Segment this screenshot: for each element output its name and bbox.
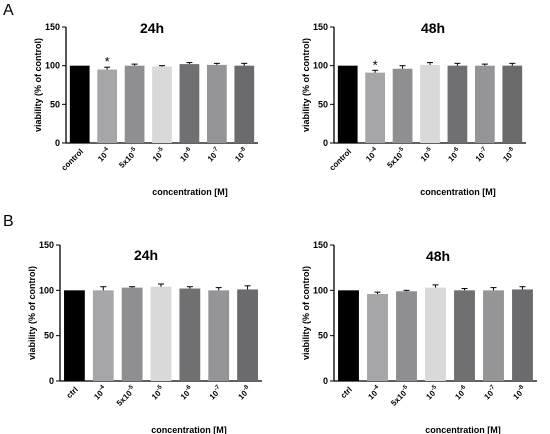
y-tick-label: 150 bbox=[39, 240, 54, 250]
category-label: 10-5 bbox=[150, 146, 168, 164]
y-tick-label: 50 bbox=[318, 99, 328, 109]
category-label: 10-7 bbox=[473, 146, 491, 164]
category-label: 10-8 bbox=[501, 146, 519, 164]
category-label: 10-6 bbox=[178, 384, 196, 402]
bar bbox=[338, 290, 359, 381]
chart-2: 0 50 100 150 48h viability (% of control) cont… bbox=[301, 20, 526, 197]
bar bbox=[396, 291, 417, 381]
y-axis-label: viability (% of control) bbox=[301, 38, 311, 132]
x-axis-label: concentration [M] bbox=[420, 187, 496, 197]
bar bbox=[392, 68, 413, 143]
bar bbox=[92, 290, 114, 381]
y-tick-label: 150 bbox=[313, 22, 328, 32]
category-label: 10-4 bbox=[366, 384, 384, 402]
category-label: 10-7 bbox=[205, 146, 223, 164]
bar bbox=[447, 65, 468, 143]
bar bbox=[420, 64, 440, 143]
bar bbox=[483, 290, 504, 381]
bar bbox=[237, 289, 258, 381]
charts-group: 0 50 100 150 24h viability (% of control) cont… bbox=[27, 20, 537, 434]
bar bbox=[150, 286, 172, 381]
y-tick-label: 150 bbox=[313, 240, 328, 250]
category-label: 5x10-5 bbox=[388, 384, 412, 408]
bar bbox=[454, 290, 475, 381]
panel-label-a: A bbox=[3, 2, 14, 19]
x-axis-label: concentration [M] bbox=[151, 425, 227, 434]
chart-title: 24h bbox=[134, 247, 158, 263]
bar bbox=[97, 69, 118, 143]
category-label: control bbox=[60, 147, 86, 173]
bar bbox=[124, 65, 145, 143]
significance-star: * bbox=[105, 54, 110, 69]
category-label: 10-8 bbox=[236, 384, 254, 402]
category-label: 10-5 bbox=[418, 146, 436, 164]
x-axis-label: concentration [M] bbox=[152, 187, 228, 197]
y-axis-label: viability (% of control) bbox=[33, 38, 43, 132]
category-label: 10-5 bbox=[149, 384, 167, 402]
category-label: ctrl bbox=[339, 385, 354, 400]
bar bbox=[121, 287, 143, 381]
category-label: 10-6 bbox=[178, 146, 196, 164]
category-label: 10-4 bbox=[363, 146, 381, 164]
y-tick-label: 0 bbox=[49, 376, 54, 386]
category-label: 10-5 bbox=[424, 384, 442, 402]
y-tick-label: 0 bbox=[323, 138, 328, 148]
bar bbox=[69, 65, 90, 143]
category-label: ctrl bbox=[65, 385, 80, 400]
bar bbox=[512, 289, 533, 381]
category-label: 10-8 bbox=[233, 146, 251, 164]
category-label: 10-4 bbox=[95, 146, 113, 164]
y-tick-label: 50 bbox=[44, 331, 54, 341]
category-label: 5x10-5 bbox=[114, 384, 138, 408]
y-axis-label: viability (% of control) bbox=[27, 266, 37, 360]
bar bbox=[179, 288, 201, 381]
y-tick-label: 50 bbox=[318, 331, 328, 341]
category-label: 10-7 bbox=[207, 384, 225, 402]
bar bbox=[425, 287, 446, 381]
bar bbox=[206, 64, 227, 143]
y-axis-label: viability (% of control) bbox=[301, 266, 311, 360]
bar bbox=[474, 65, 495, 143]
category-label: 5x10-5 bbox=[385, 146, 409, 170]
chart-title: 48h bbox=[421, 20, 445, 36]
bar bbox=[179, 64, 200, 143]
panel-label-b: B bbox=[3, 213, 14, 230]
category-label: control bbox=[328, 147, 354, 173]
bar bbox=[64, 290, 85, 381]
bar bbox=[234, 65, 255, 143]
chart-1: 0 50 100 150 24h viability (% of control) cont… bbox=[33, 20, 258, 197]
y-tick-label: 50 bbox=[50, 99, 60, 109]
bar bbox=[152, 66, 172, 143]
y-tick-label: 100 bbox=[313, 285, 328, 295]
category-label: 10-6 bbox=[453, 384, 471, 402]
category-label: 10-7 bbox=[482, 384, 500, 402]
x-axis-label: concentration [M] bbox=[425, 425, 501, 434]
y-tick-label: 100 bbox=[313, 61, 328, 71]
bar bbox=[365, 72, 386, 143]
y-tick-label: 0 bbox=[55, 138, 60, 148]
y-tick-label: 150 bbox=[45, 22, 60, 32]
bar bbox=[337, 65, 358, 143]
chart-3: 0 50 100 150 24h viability (% of control) ctrl… bbox=[27, 240, 262, 434]
y-tick-label: 100 bbox=[39, 285, 54, 295]
category-label: 10-8 bbox=[511, 384, 529, 402]
category-label: 5x10-5 bbox=[117, 146, 141, 170]
chart-title: 24h bbox=[140, 20, 164, 36]
bar bbox=[208, 290, 230, 381]
bar bbox=[502, 65, 523, 143]
chart-4: 0 50 100 150 48h viability (% of control) ctrl… bbox=[301, 240, 537, 434]
bar bbox=[367, 293, 388, 381]
chart-title: 48h bbox=[426, 248, 450, 264]
y-tick-label: 0 bbox=[323, 376, 328, 386]
y-tick-label: 100 bbox=[45, 61, 60, 71]
category-label: 10-4 bbox=[92, 384, 110, 402]
category-label: 10-6 bbox=[446, 146, 464, 164]
significance-star: * bbox=[373, 57, 378, 72]
